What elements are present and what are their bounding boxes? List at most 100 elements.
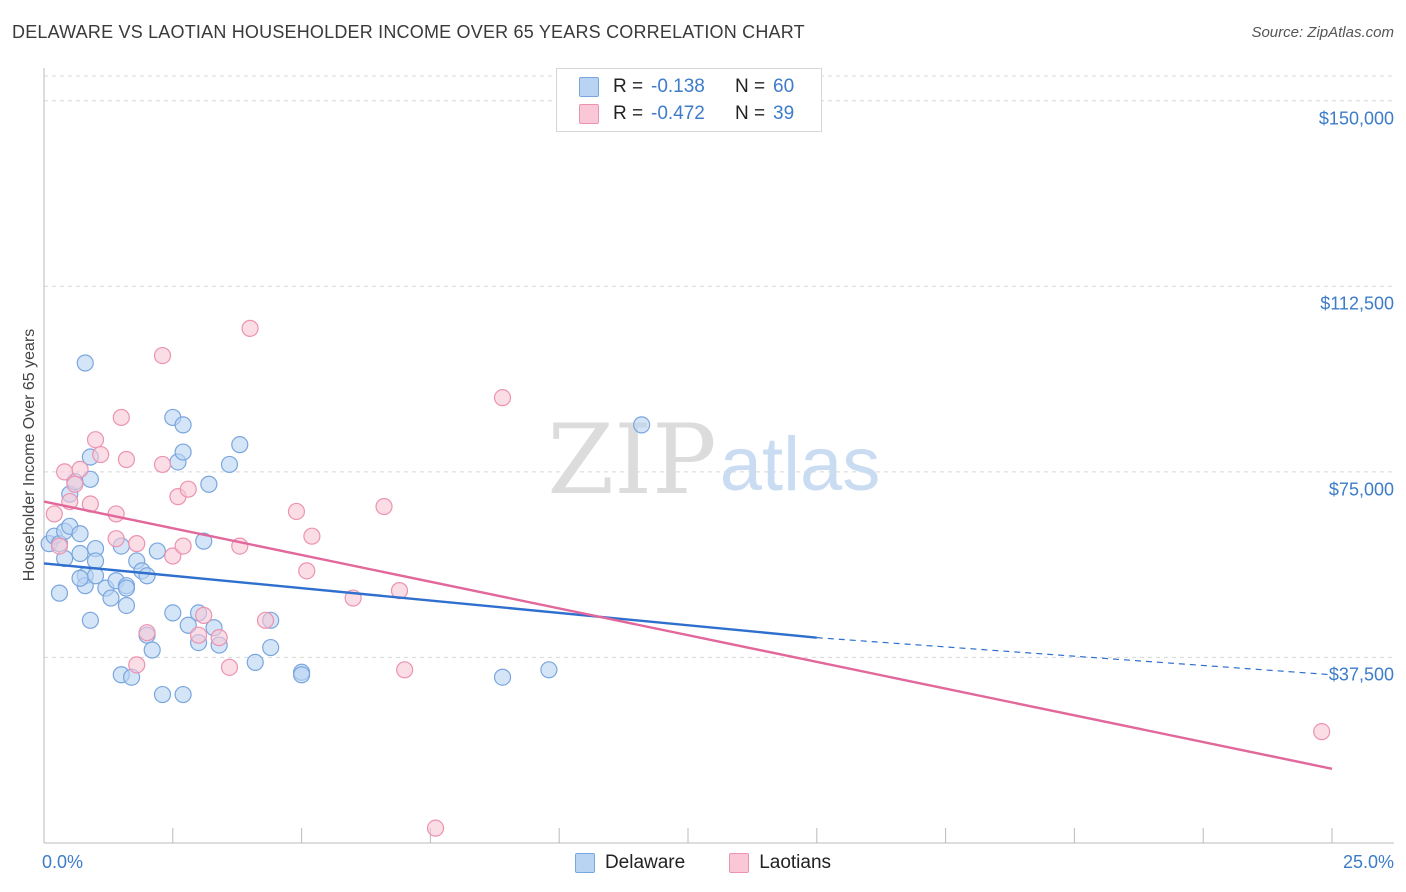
delaware-point bbox=[164, 604, 182, 622]
laotian-point bbox=[220, 658, 239, 676]
laotian-point bbox=[287, 502, 306, 521]
laotian-points bbox=[45, 319, 1331, 837]
legend-item-delaware[interactable]: Delaware bbox=[574, 852, 686, 874]
r-label: R = bbox=[613, 103, 644, 124]
delaware-point bbox=[200, 475, 218, 493]
laotian-point bbox=[396, 661, 414, 679]
watermark: ZIP atlas bbox=[547, 404, 880, 516]
delaware-point bbox=[262, 638, 280, 657]
r-value: -0.138 bbox=[651, 76, 705, 97]
laotian-point bbox=[303, 527, 321, 545]
laotian-point bbox=[493, 389, 512, 407]
legend-row-laotian: R = -0.472 N = 39 bbox=[579, 101, 794, 127]
delaware-point bbox=[246, 653, 264, 671]
delaware-point bbox=[174, 443, 192, 461]
stats-legend: R = -0.138 N = 60 R = -0.472 N = 39 bbox=[556, 68, 822, 132]
delaware-point bbox=[195, 532, 213, 550]
delaware-point bbox=[179, 616, 197, 634]
legend-label-laotians: Laotians bbox=[759, 852, 832, 873]
delaware-point bbox=[50, 584, 69, 602]
laotian-point bbox=[189, 626, 208, 644]
chart-source: Source: ZipAtlas.com bbox=[1251, 24, 1394, 41]
laotian-swatch bbox=[729, 853, 750, 873]
delaware-point bbox=[174, 416, 192, 434]
delaware-point bbox=[153, 685, 172, 704]
delaware-point bbox=[81, 470, 99, 488]
delaware-point bbox=[633, 416, 651, 434]
laotian-point bbox=[164, 547, 182, 565]
laotian-point bbox=[71, 460, 89, 478]
legend-item-laotians[interactable]: Laotians bbox=[729, 852, 831, 874]
watermark-atlas: atlas bbox=[720, 422, 881, 507]
laotian-point bbox=[426, 819, 445, 837]
delaware-point bbox=[540, 661, 558, 679]
laotian-point bbox=[153, 455, 172, 474]
y-tick-label: $75,000 bbox=[1328, 479, 1394, 500]
laotian-point bbox=[86, 431, 105, 449]
delaware-point bbox=[231, 436, 249, 454]
laotian-point bbox=[256, 611, 275, 629]
n-value: 39 bbox=[773, 103, 795, 124]
y-tick-label: $112,500 bbox=[1320, 293, 1394, 314]
laotian-point bbox=[107, 530, 125, 548]
laotian-point bbox=[179, 480, 197, 498]
legend-label-delaware: Delaware bbox=[604, 852, 686, 873]
delaware-point bbox=[174, 685, 192, 704]
chart-title: DELAWARE VS LAOTIAN HOUSEHOLDER INCOME O… bbox=[12, 22, 805, 42]
laotian-point bbox=[66, 475, 84, 493]
x-tick-max: 25.0% bbox=[1342, 852, 1394, 872]
delaware-point bbox=[493, 668, 512, 686]
delaware-point bbox=[148, 542, 166, 560]
delaware-point bbox=[220, 455, 239, 474]
delaware-point bbox=[81, 611, 99, 629]
delaware-point bbox=[102, 589, 120, 607]
laotian-point bbox=[50, 537, 69, 555]
delaware-point bbox=[143, 641, 161, 659]
x-tick-min: 0.0% bbox=[42, 852, 84, 872]
delaware-point bbox=[71, 525, 89, 543]
delaware-point bbox=[71, 544, 89, 563]
trend-lines bbox=[43, 500, 1333, 770]
delaware-trend-line bbox=[43, 562, 817, 639]
laotian-point bbox=[112, 408, 130, 427]
laotian-point bbox=[153, 346, 172, 365]
laotian-point bbox=[195, 606, 213, 624]
delaware-point bbox=[138, 567, 156, 585]
laotian-point bbox=[241, 319, 259, 337]
laotian-point bbox=[375, 497, 393, 516]
laotian-point bbox=[138, 624, 156, 642]
delaware-point bbox=[117, 579, 136, 597]
delaware-point bbox=[76, 354, 94, 372]
legend-row-delaware: R = -0.138 N = 60 bbox=[579, 74, 794, 100]
n-label: N = bbox=[735, 103, 766, 124]
r-label: R = bbox=[613, 76, 644, 97]
laotian-point bbox=[128, 656, 146, 674]
laotian-point bbox=[45, 505, 63, 523]
n-label: N = bbox=[735, 76, 766, 97]
delaware-point bbox=[293, 666, 311, 684]
laotian-point bbox=[117, 450, 136, 469]
delaware-point bbox=[71, 569, 89, 587]
laotian-swatch bbox=[579, 104, 599, 124]
n-value: 60 bbox=[773, 76, 795, 97]
watermark-zip: ZIP bbox=[547, 404, 716, 516]
r-value: -0.472 bbox=[651, 103, 705, 124]
laotian-point bbox=[1313, 723, 1331, 741]
laotian-point bbox=[128, 535, 146, 553]
laotian-point bbox=[298, 562, 316, 580]
laotian-point bbox=[210, 629, 228, 647]
laotian-point bbox=[174, 537, 192, 555]
y-tick-label: $150,000 bbox=[1318, 108, 1394, 129]
y-tick-label: $37,500 bbox=[1328, 664, 1394, 685]
series-legend: Delaware Laotians bbox=[0, 852, 1406, 874]
delaware-swatch bbox=[574, 853, 595, 873]
laotian-point bbox=[107, 505, 125, 523]
delaware-swatch bbox=[579, 77, 599, 97]
delaware-point bbox=[117, 596, 136, 615]
delaware-point bbox=[86, 552, 105, 570]
delaware-trend-extension bbox=[816, 637, 1333, 676]
gridlines bbox=[44, 75, 1394, 658]
laotian-point bbox=[92, 445, 110, 464]
laotian-trend-line bbox=[43, 500, 1333, 770]
